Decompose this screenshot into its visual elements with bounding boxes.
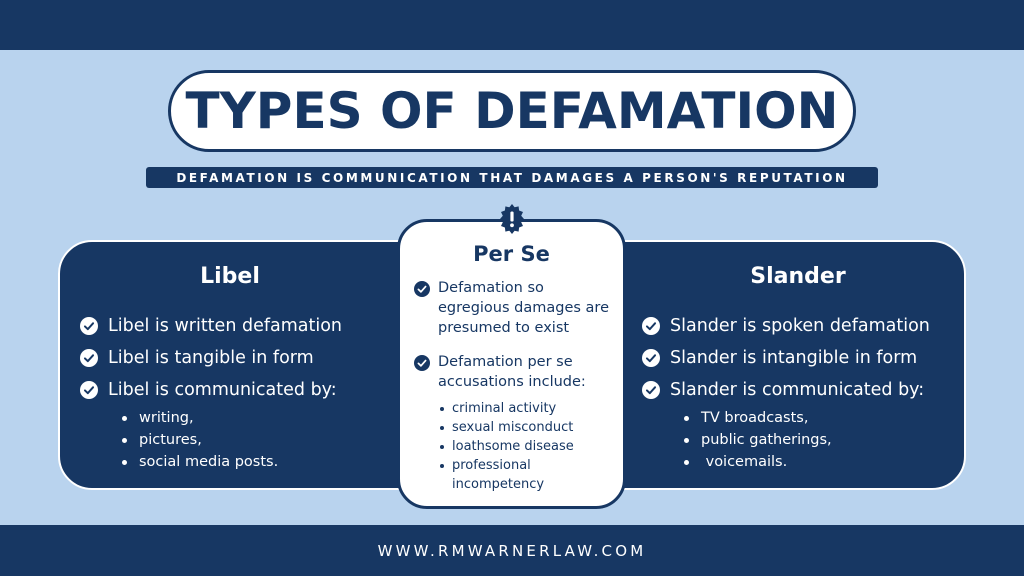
slander-point: Slander is spoken defamation	[642, 310, 930, 342]
per-se-point: Defamation so egregious damages are pres…	[414, 278, 618, 338]
accusation-text: professional incompetency	[452, 458, 545, 492]
list-item: criminal activity	[440, 399, 592, 418]
list-item: writing,	[122, 407, 278, 429]
libel-points: Libel is written defamation Libel is tan…	[80, 310, 342, 406]
libel-means-text: social media posts.	[139, 454, 279, 470]
libel-point: Libel is written defamation	[80, 310, 342, 342]
slander-means-text: voicemails.	[701, 454, 788, 470]
top-banner	[0, 0, 1024, 50]
per-se-card: Per Se Defamation so egregious damages a…	[397, 219, 626, 509]
bullet-icon	[440, 464, 444, 468]
slander-means: TV broadcasts, public gatherings, voicem…	[684, 407, 832, 473]
subtitle-bar: DEFAMATION IS COMMUNICATION THAT DAMAGES…	[146, 167, 878, 188]
libel-point-text: Libel is communicated by:	[108, 380, 337, 400]
libel-means-text: pictures,	[139, 432, 202, 448]
bullet-icon	[684, 459, 689, 465]
title-pill: TYPES OF DEFAMATION	[168, 70, 856, 152]
footer-banner: WWW.RMWARNERLAW.COM	[0, 525, 1024, 576]
accusation-text: criminal activity	[452, 401, 557, 416]
page-title: TYPES OF DEFAMATION	[185, 82, 839, 140]
slander-point: Slander is communicated by:	[642, 374, 930, 406]
per-se-point-text: Defamation per se accusations include:	[438, 354, 586, 390]
libel-point: Libel is communicated by:	[80, 374, 342, 406]
check-circle-icon	[80, 381, 98, 399]
list-item: TV broadcasts,	[684, 407, 832, 429]
list-item: voicemails.	[684, 451, 832, 473]
accusation-text: loathsome disease	[452, 439, 574, 454]
page-subtitle: DEFAMATION IS COMMUNICATION THAT DAMAGES…	[176, 170, 848, 185]
list-item: pictures,	[122, 429, 278, 451]
per-se-point: Defamation per se accusations include:	[414, 352, 618, 392]
slander-panel: Slander Slander is spoken defamation Sla…	[586, 240, 966, 490]
bullet-icon	[684, 437, 689, 443]
slander-point: Slander is intangible in form	[642, 342, 930, 374]
libel-means: writing, pictures, social media posts.	[122, 407, 278, 473]
libel-heading: Libel	[200, 264, 260, 289]
check-circle-icon	[642, 317, 660, 335]
slander-point-text: Slander is spoken defamation	[670, 316, 930, 336]
libel-means-text: writing,	[139, 410, 194, 426]
libel-point: Libel is tangible in form	[80, 342, 342, 374]
slander-means-text: TV broadcasts,	[701, 410, 809, 426]
slander-point-text: Slander is communicated by:	[670, 380, 925, 400]
slander-point-text: Slander is intangible in form	[670, 348, 918, 368]
list-item: loathsome disease	[440, 437, 592, 456]
website-url[interactable]: WWW.RMWARNERLAW.COM	[377, 541, 647, 560]
bullet-icon	[122, 415, 127, 421]
check-circle-icon	[414, 281, 430, 297]
list-item: public gatherings,	[684, 429, 832, 451]
libel-point-text: Libel is written defamation	[108, 316, 343, 336]
per-se-accusations: criminal activity sexual misconduct loat…	[440, 399, 592, 494]
list-item: professional incompetency	[440, 456, 592, 494]
bullet-icon	[440, 426, 444, 430]
list-item: social media posts.	[122, 451, 278, 473]
exclamation-badge-icon	[500, 204, 524, 234]
bullet-icon	[440, 407, 444, 411]
check-circle-icon	[80, 349, 98, 367]
check-circle-icon	[642, 349, 660, 367]
bullet-icon	[122, 459, 127, 465]
list-item: sexual misconduct	[440, 418, 592, 437]
libel-point-text: Libel is tangible in form	[108, 348, 314, 368]
check-circle-icon	[642, 381, 660, 399]
libel-panel: Libel Libel is written defamation Libel …	[58, 240, 438, 490]
per-se-point-text: Defamation so egregious damages are pres…	[438, 280, 609, 336]
accusation-text: sexual misconduct	[452, 420, 574, 435]
per-se-heading: Per Se	[473, 242, 550, 266]
check-circle-icon	[414, 355, 430, 371]
slander-means-text: public gatherings,	[701, 432, 832, 448]
bullet-icon	[684, 415, 689, 421]
slander-points: Slander is spoken defamation Slander is …	[642, 310, 930, 406]
bullet-icon	[440, 445, 444, 449]
slander-heading: Slander	[750, 264, 846, 289]
bullet-icon	[122, 437, 127, 443]
check-circle-icon	[80, 317, 98, 335]
